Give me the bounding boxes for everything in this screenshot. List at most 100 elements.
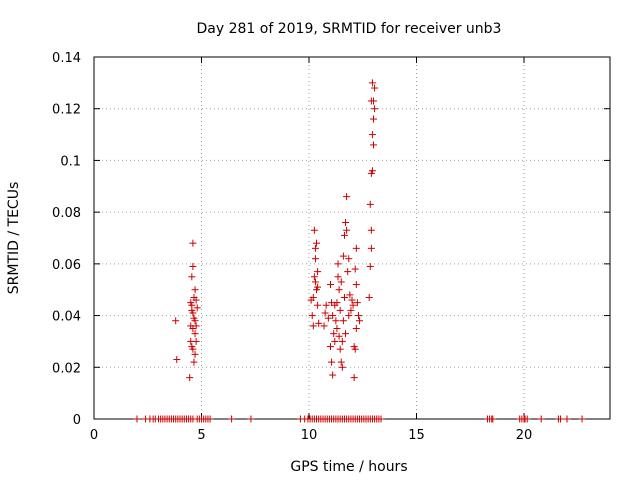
- data-point: [192, 337, 200, 345]
- data-point: [334, 260, 342, 268]
- data-point: [193, 304, 201, 312]
- data-point: [367, 244, 375, 252]
- data-point: [310, 226, 318, 234]
- y-tick-label: 0.06: [52, 258, 81, 273]
- y-tick-label: 0.08: [52, 206, 81, 221]
- data-point: [192, 322, 200, 330]
- data-point: [322, 301, 330, 309]
- data-point: [345, 312, 353, 320]
- data-point: [311, 278, 319, 286]
- data-point: [346, 291, 354, 299]
- data-point: [327, 343, 334, 351]
- data-point: [342, 330, 350, 338]
- data-point: [314, 301, 322, 309]
- data-point: [368, 131, 376, 139]
- data-point: [340, 293, 348, 301]
- y-tick-label: 0.02: [52, 361, 81, 376]
- data-point: [557, 415, 565, 423]
- data-point: [187, 299, 195, 307]
- data-point: [133, 415, 141, 423]
- data-point: [371, 105, 379, 113]
- data-point: [206, 415, 214, 423]
- data-point: [338, 337, 346, 345]
- data-point: [311, 255, 319, 263]
- y-tick-label: 0.04: [52, 310, 81, 325]
- data-point: [563, 415, 571, 423]
- data-point: [336, 345, 344, 353]
- data-point: [352, 281, 360, 289]
- data-point: [343, 226, 351, 234]
- data-point: [339, 252, 347, 260]
- data-point: [189, 239, 197, 247]
- data-point: [188, 306, 196, 314]
- x-tick-label: 20: [516, 428, 533, 443]
- data-point: [192, 296, 200, 304]
- y-tick-label: 0.1: [60, 154, 81, 169]
- data-point: [351, 345, 359, 353]
- data-point: [367, 226, 375, 234]
- axis-ticks: [93, 56, 610, 420]
- data-point: [365, 293, 373, 301]
- data-point: [327, 281, 334, 289]
- data-point: [367, 97, 375, 105]
- data-point: [186, 374, 194, 382]
- data-point: [338, 363, 346, 371]
- data-point: [337, 278, 345, 286]
- data-point: [349, 301, 357, 309]
- data-point: [329, 371, 337, 379]
- data-point: [309, 322, 317, 330]
- data-point: [191, 330, 199, 338]
- data-point: [370, 115, 377, 123]
- data-point: [344, 268, 352, 276]
- data-point: [320, 322, 328, 330]
- data-point: [523, 415, 531, 423]
- y-tick-label: 0.14: [52, 51, 81, 66]
- data-point: [314, 268, 322, 276]
- data-point: [173, 356, 181, 364]
- data-point: [311, 244, 319, 252]
- data-point: [189, 345, 197, 353]
- axis-tick-labels: 0 5 10 15 20 0 0.02 0.04 0.06 0.08 0.1 0.12 0.14: [52, 51, 532, 443]
- data-point: [353, 299, 361, 307]
- data-point: [191, 350, 199, 358]
- plot-frame: [93, 56, 611, 420]
- data-point: [334, 273, 342, 281]
- y-axis-label: SRMTID / TECUs: [6, 182, 22, 295]
- data-point: [321, 309, 329, 317]
- data-point: [537, 415, 545, 423]
- x-tick-label: 0: [90, 428, 98, 443]
- data-point: [348, 296, 356, 304]
- data-point: [352, 325, 360, 332]
- data-point: [324, 314, 332, 322]
- data-point: [345, 255, 353, 263]
- data-point: [371, 84, 379, 92]
- data-point: [330, 330, 338, 338]
- data-point: [343, 193, 351, 201]
- data-point: [172, 317, 180, 325]
- data-point: [377, 415, 385, 423]
- data-point: [313, 239, 321, 247]
- data-point: [188, 273, 196, 281]
- data-points: [133, 79, 586, 423]
- data-point: [489, 415, 497, 423]
- data-point: [308, 312, 316, 320]
- data-point: [190, 358, 198, 366]
- data-point: [366, 200, 374, 208]
- y-tick-label: 0: [73, 413, 81, 428]
- data-point: [340, 231, 348, 239]
- grid-lines: [94, 57, 610, 419]
- data-point: [329, 312, 337, 320]
- data-point: [310, 273, 318, 281]
- y-tick-label: 0.12: [52, 103, 81, 118]
- data-point: [228, 415, 236, 423]
- data-point: [351, 265, 359, 273]
- data-point: [350, 374, 358, 382]
- data-point: [370, 141, 377, 149]
- data-point: [335, 332, 343, 340]
- data-point: [366, 262, 374, 270]
- x-tick-label: 5: [197, 428, 205, 443]
- data-point: [328, 358, 336, 366]
- data-point: [337, 358, 345, 366]
- data-point: [331, 301, 339, 309]
